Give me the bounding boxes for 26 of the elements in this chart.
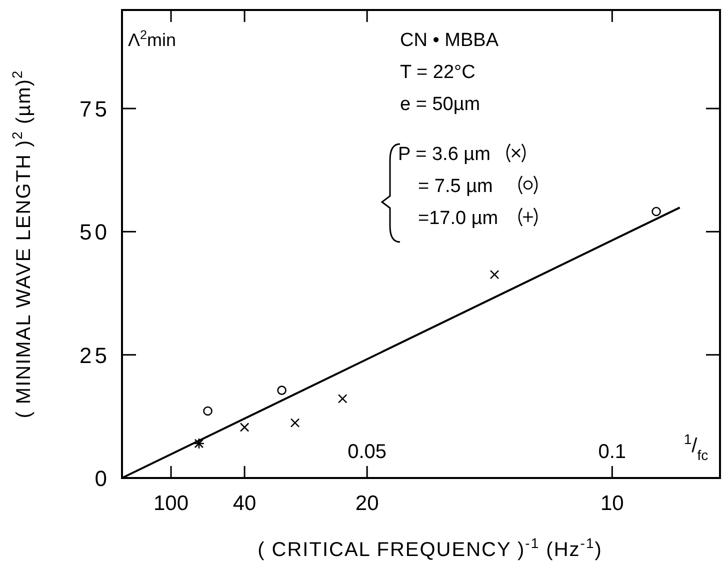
text: 100	[153, 492, 189, 515]
point	[240, 422, 250, 432]
point	[338, 394, 348, 404]
annotation: CN • MBBA	[400, 30, 499, 51]
annotation: T = 22°C	[400, 62, 476, 83]
y-tick-label: 25	[80, 342, 110, 368]
point	[290, 418, 300, 428]
y-tick-label: 0	[94, 466, 110, 491]
x-tick-label: 0.1	[598, 441, 626, 463]
y-tick-label: 75	[80, 96, 110, 122]
text: 20	[355, 492, 379, 515]
point	[490, 270, 500, 280]
annotation: e = 50µm	[400, 94, 480, 115]
text: ( CRITICAL FREQUENCY )$^{-1}$ (Hz$^{-1}$)	[258, 535, 602, 561]
legend-label: P = 3.6 µm	[398, 144, 490, 165]
point	[277, 386, 286, 395]
x-axis-title: $^{1}$/$_{fc}$	[684, 431, 708, 463]
legend-label: =17.0 µm	[418, 208, 498, 229]
text: 40	[232, 492, 256, 515]
text: 10	[600, 492, 624, 515]
point	[203, 406, 212, 416]
x-tick-label: 0.05	[348, 441, 387, 463]
y-tick-label: 50	[80, 220, 110, 245]
annotation: Λ$^{2}$min	[128, 28, 176, 50]
point	[652, 206, 661, 216]
legend-label: = 7.5 µm	[418, 176, 493, 197]
